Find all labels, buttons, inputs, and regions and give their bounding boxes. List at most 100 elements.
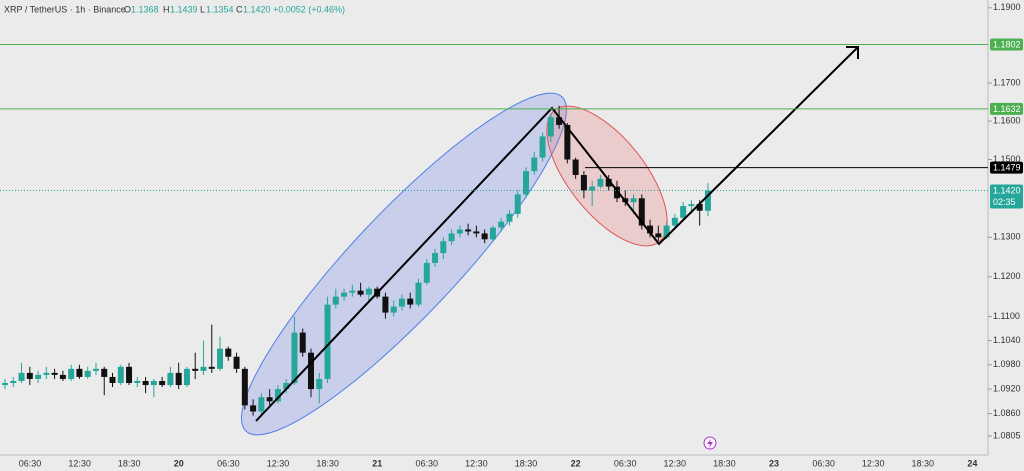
candle-body	[117, 366, 124, 384]
x-tick-label: 06:30	[19, 458, 42, 468]
candle-body	[307, 352, 314, 390]
candle-body	[316, 378, 323, 390]
candle-body	[365, 288, 372, 295]
current-price-box	[990, 184, 1023, 209]
x-tick-label: 18:30	[118, 458, 141, 468]
x-tick-label: 18:30	[316, 458, 339, 468]
candle-body	[92, 368, 99, 371]
candle-body	[589, 186, 596, 191]
candle-body	[382, 296, 389, 313]
candle-body	[134, 380, 141, 384]
header: XRP / TetherUS · 1h · Binance O 1.1368 H…	[4, 4, 345, 14]
y-tick-label: 1.0860	[993, 408, 1021, 418]
candle-body	[663, 225, 670, 238]
candle-body	[688, 204, 695, 207]
candle-body	[175, 372, 182, 386]
candle-body	[258, 397, 265, 412]
current-price-label: 1.1420	[993, 185, 1021, 195]
y-tick-label: 1.1900	[993, 2, 1021, 12]
candle-body	[332, 296, 339, 305]
level-label: 1.1632	[993, 104, 1021, 114]
x-tick-label: 22	[571, 458, 581, 468]
candle-body	[473, 231, 480, 234]
y-tick-label: 1.1500	[993, 154, 1021, 164]
level-label-box	[990, 102, 1023, 115]
countdown: 02:35	[993, 197, 1016, 207]
high-value: 1.1439	[170, 4, 198, 14]
y-tick-label: 1.0980	[993, 359, 1021, 369]
candle-body	[101, 368, 108, 377]
candle-body	[704, 190, 711, 211]
level-label-box	[990, 38, 1023, 51]
candle-body	[183, 368, 190, 386]
lightning-icon	[707, 439, 713, 448]
candle-body	[556, 117, 563, 125]
x-tick-label: 18:30	[713, 458, 736, 468]
candle-body	[523, 171, 530, 195]
candle-body	[84, 370, 91, 377]
candle-body	[357, 290, 364, 295]
x-tick-label: 06:30	[416, 458, 439, 468]
arrow-head	[846, 46, 859, 59]
close-value: 1.1420	[243, 4, 271, 14]
candle-body	[539, 136, 546, 158]
y-tick-label: 1.1040	[993, 335, 1021, 345]
candle-body	[241, 368, 248, 406]
candle-body	[208, 366, 215, 369]
candle-body	[655, 233, 662, 238]
y-tick-label: 1.1200	[993, 271, 1021, 281]
candle-body	[498, 221, 505, 228]
candle-body	[59, 374, 66, 379]
candle-body	[266, 397, 273, 402]
candle-body	[291, 332, 298, 384]
projection-line	[255, 46, 859, 422]
x-tick-label: 12:30	[664, 458, 687, 468]
candle-body	[390, 306, 397, 313]
candle-body	[613, 186, 620, 199]
candle-body	[159, 380, 166, 386]
candle-body	[415, 282, 422, 305]
candle-body	[43, 372, 50, 375]
candle-body	[514, 194, 521, 214]
change: +0.0052 (+0.46%)	[273, 4, 345, 14]
candle-body	[35, 374, 42, 379]
level-label: 1.1479	[993, 162, 1021, 172]
candle-body	[68, 368, 75, 379]
x-tick-label: 24	[967, 458, 977, 468]
candle-body	[142, 380, 149, 386]
candle-body	[274, 389, 281, 402]
candle-body	[647, 225, 654, 234]
candle-body	[423, 262, 430, 283]
candle-body	[630, 198, 637, 203]
x-tick-label: 06:30	[217, 458, 240, 468]
x-tick-label: 18:30	[515, 458, 538, 468]
x-tick-label: 21	[372, 458, 382, 468]
ohlc-letter: C	[236, 4, 243, 14]
candle-body	[432, 253, 439, 263]
candle-body	[324, 304, 331, 379]
candle-body	[18, 372, 25, 381]
candle-body	[349, 290, 356, 293]
x-tick-label: 12:30	[465, 458, 488, 468]
y-tick-label: 1.1300	[993, 232, 1021, 242]
x-tick-label: 20	[174, 458, 184, 468]
ohlc-letter: L	[200, 4, 205, 14]
y-tick-label: 1.1700	[993, 77, 1021, 87]
x-tick-label: 12:30	[68, 458, 91, 468]
candle-body	[76, 368, 83, 377]
symbol: XRP / TetherUS · 1h · Binance	[4, 4, 126, 14]
level-label-box	[990, 161, 1023, 174]
candle-body	[440, 241, 447, 254]
candle-body	[481, 233, 488, 240]
candle-body	[192, 368, 199, 371]
candle-body	[200, 366, 207, 371]
y-tick-label: 1.1600	[993, 115, 1021, 125]
x-tick-label: 06:30	[812, 458, 835, 468]
x-tick-label: 06:30	[614, 458, 637, 468]
candle-body	[2, 383, 8, 386]
candle-body	[225, 348, 232, 357]
candle-body	[671, 217, 678, 226]
candle-body	[465, 229, 472, 232]
zigzag	[255, 46, 859, 422]
